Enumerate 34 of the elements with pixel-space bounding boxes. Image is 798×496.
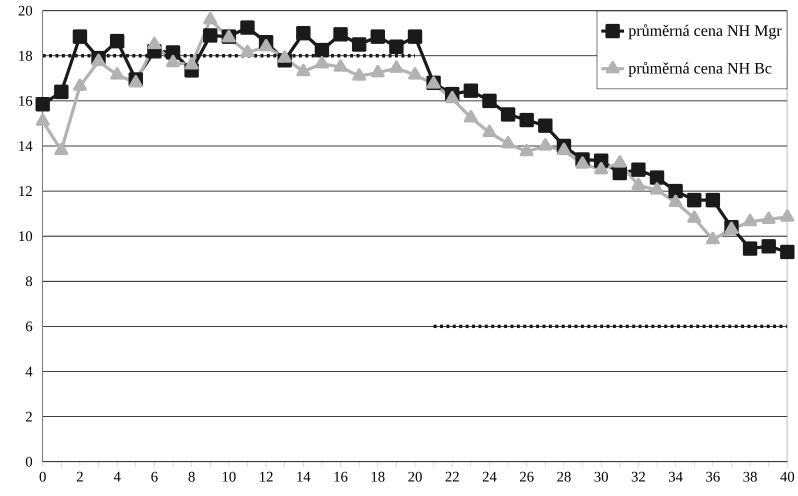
x-tick-label: 38: [743, 472, 757, 482]
x-tick-label: 34: [669, 472, 683, 482]
x-tick-label: 4: [114, 472, 121, 482]
y-tick-label: 18: [19, 50, 32, 61]
x-tick-label: 16: [334, 472, 348, 482]
x-tick-label: 14: [297, 472, 310, 482]
x-tick-label: 22: [446, 472, 459, 482]
y-tick-label: 8: [26, 276, 32, 286]
x-tick-label: 24: [482, 472, 497, 482]
y-tick-label: 6: [26, 321, 32, 332]
x-tick-label: 2: [76, 472, 83, 482]
x-tick-label: 20: [408, 472, 422, 482]
x-tick-label: 12: [260, 472, 273, 482]
y-tick-label: 0: [26, 456, 32, 466]
y-tick-label: 14: [19, 140, 32, 151]
x-tick-label: 26: [520, 472, 534, 482]
y-tick-label: 20: [18, 6, 32, 16]
x-tick-label: 6: [151, 472, 158, 482]
x-tick-label: 30: [594, 472, 608, 482]
y-tick-label: 16: [19, 96, 32, 106]
x-tick-label: 8: [188, 472, 195, 482]
y-tick-label: 2: [26, 412, 32, 422]
x-tick-label: 10: [222, 472, 236, 482]
legend-label: průměrná cena NH Bc: [628, 62, 772, 77]
y-tick-label: 12: [19, 186, 32, 196]
x-tick-label: 0: [40, 472, 46, 482]
y-tick-label: 10: [19, 231, 32, 241]
x-tick-label: 18: [372, 472, 385, 482]
x-tick-label: 40: [780, 472, 794, 482]
x-tick-label: 32: [632, 472, 645, 482]
y-tick-label: 4: [26, 366, 32, 376]
legend-label: průměrná cena NH Mgr: [628, 24, 782, 40]
x-tick-label: 28: [557, 472, 571, 482]
x-tick-label: 36: [706, 472, 720, 482]
